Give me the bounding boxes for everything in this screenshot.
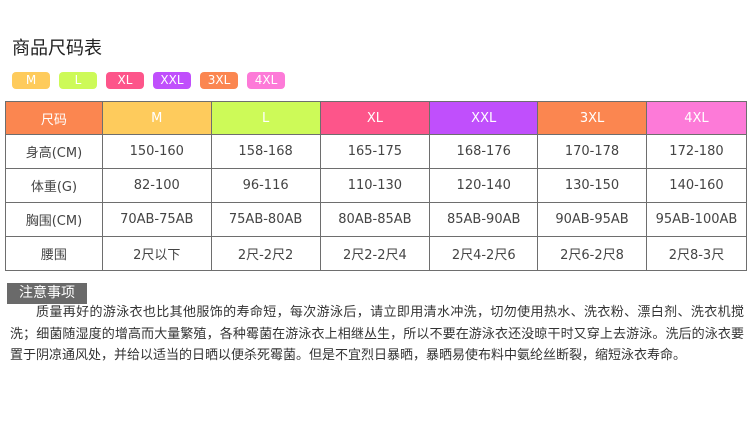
header-cell: M bbox=[101, 101, 212, 135]
table-row: 胸围(CM) 70AB-75AB 75AB-80AB 80AB-85AB 85AB-90… bbox=[5, 202, 748, 237]
size-badge: 4XL bbox=[247, 72, 285, 89]
row-label: 胸围(CM) bbox=[5, 202, 103, 237]
table-row: 腰围 2尺以下 2尺-2尺2 2尺2-2尺4 2尺4-2尺6 2尺6-2尺8 2尺8-3尺 bbox=[5, 236, 748, 271]
table-header-row: 尺码 M L XL XXL 3XL 4XL bbox=[5, 101, 748, 135]
header-cell: XXL bbox=[429, 101, 539, 135]
table-cell: 168-176 bbox=[429, 134, 539, 169]
table-cell: 2尺4-2尺6 bbox=[429, 236, 539, 271]
table-cell: 96-116 bbox=[210, 168, 321, 203]
header-cell: XL bbox=[319, 101, 431, 135]
table-cell: 130-150 bbox=[537, 168, 647, 203]
size-badges: M L XL XXL 3XL 4XL bbox=[12, 72, 285, 89]
table-cell: 172-180 bbox=[645, 134, 748, 169]
table-cell: 110-130 bbox=[319, 168, 431, 203]
row-label: 身高(CM) bbox=[5, 134, 103, 169]
size-badge: XXL bbox=[153, 72, 191, 89]
notes-heading: 注意事项 bbox=[7, 283, 87, 304]
table-row: 身高(CM) 150-160 158-168 165-175 168-176 170-17… bbox=[5, 134, 748, 169]
table-cell: 70AB-75AB bbox=[101, 202, 212, 237]
size-table: 尺码 M L XL XXL 3XL 4XL 身高(CM) 150-160 158-168 165-1… bbox=[5, 101, 748, 271]
header-cell: L bbox=[210, 101, 321, 135]
size-badge: L bbox=[59, 72, 97, 89]
table-cell: 150-160 bbox=[101, 134, 212, 169]
table-row: 体重(G) 82-100 96-116 110-130 120-140 130-150 14… bbox=[5, 168, 748, 203]
table-cell: 158-168 bbox=[210, 134, 321, 169]
header-cell: 4XL bbox=[645, 101, 748, 135]
table-cell: 85AB-90AB bbox=[429, 202, 539, 237]
table-cell: 2尺-2尺2 bbox=[210, 236, 321, 271]
table-cell: 170-178 bbox=[537, 134, 647, 169]
notes-text: 质量再好的游泳衣也比其他服饰的寿命短，每次游泳后，请立即用清水冲洗，切勿使用热水… bbox=[10, 305, 744, 363]
table-cell: 80AB-85AB bbox=[319, 202, 431, 237]
table-cell: 2尺以下 bbox=[101, 236, 212, 271]
table-cell: 2尺6-2尺8 bbox=[537, 236, 647, 271]
table-cell: 95AB-100AB bbox=[645, 202, 748, 237]
size-badge: M bbox=[12, 72, 50, 89]
table-cell: 2尺2-2尺4 bbox=[319, 236, 431, 271]
row-label: 腰围 bbox=[5, 236, 103, 271]
table-cell: 75AB-80AB bbox=[210, 202, 321, 237]
table-cell: 82-100 bbox=[101, 168, 212, 203]
table-cell: 140-160 bbox=[645, 168, 748, 203]
table-cell: 120-140 bbox=[429, 168, 539, 203]
table-cell: 2尺8-3尺 bbox=[645, 236, 748, 271]
table-cell: 90AB-95AB bbox=[537, 202, 647, 237]
page-title: 商品尺码表 bbox=[12, 38, 102, 59]
header-cell: 3XL bbox=[537, 101, 647, 135]
header-cell: 尺码 bbox=[5, 101, 103, 135]
size-badge: XL bbox=[106, 72, 144, 89]
size-badge: 3XL bbox=[200, 72, 238, 89]
row-label: 体重(G) bbox=[5, 168, 103, 203]
table-cell: 165-175 bbox=[319, 134, 431, 169]
